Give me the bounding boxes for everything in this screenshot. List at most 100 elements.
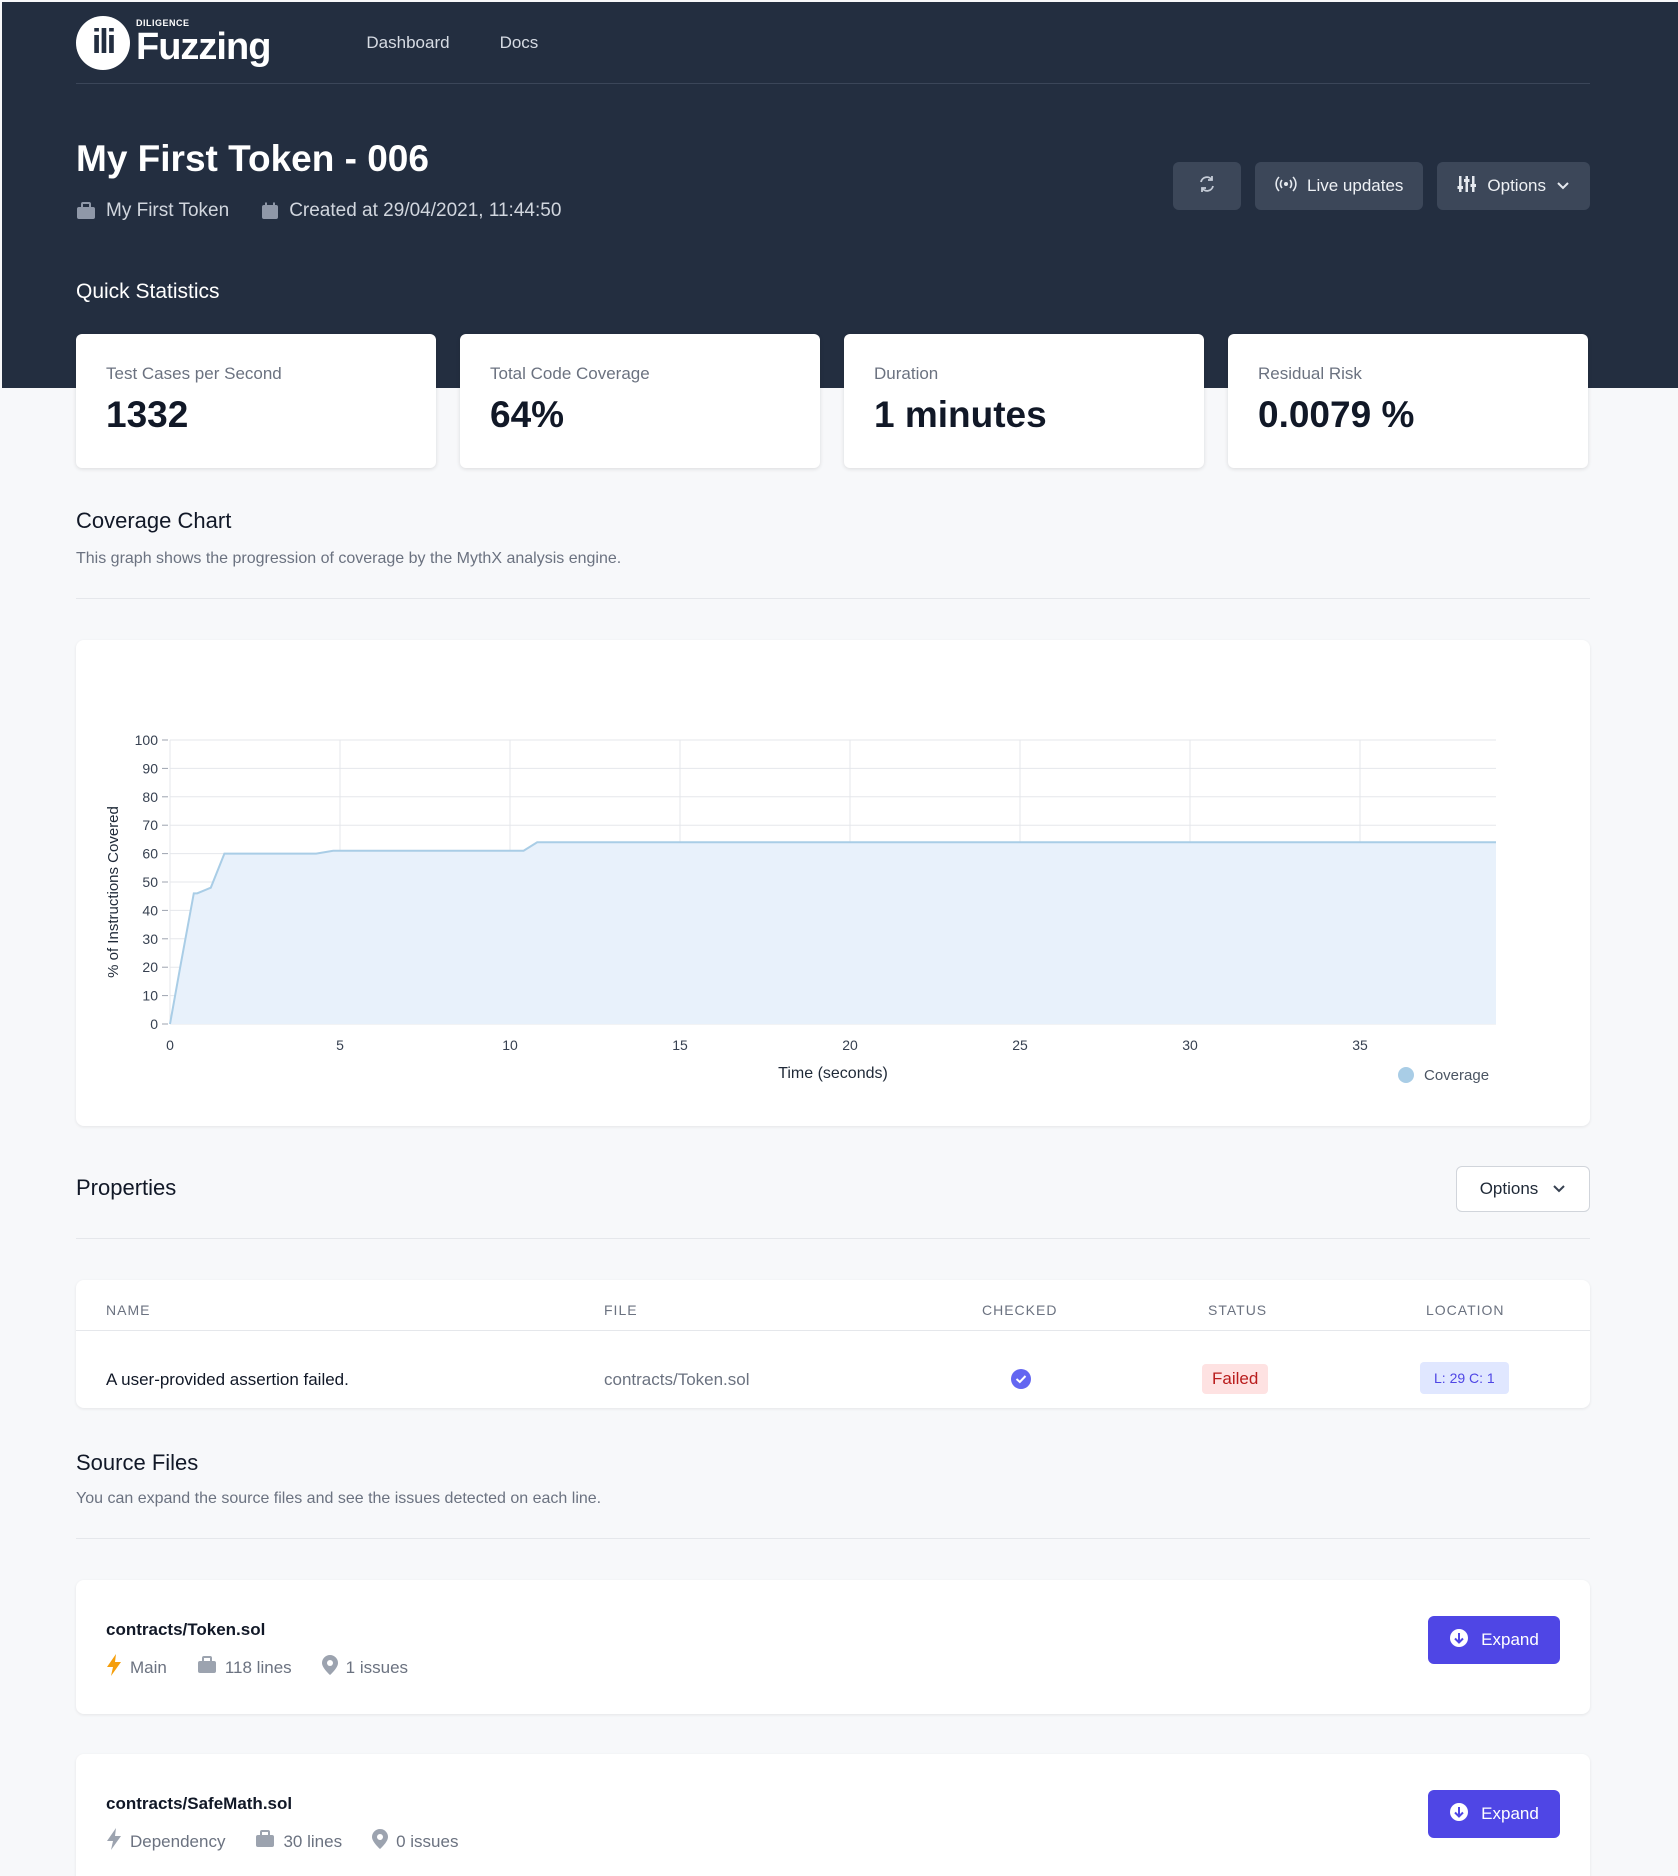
location-pin-icon [372,1829,389,1854]
nav-link-dashboard[interactable]: Dashboard [366,32,450,52]
y-tick-label: 30 [142,931,158,947]
source-file-card: contracts/Token.sol Main 118 lines 1 iss… [76,1580,1590,1714]
page-meta: My First Token Created at 29/04/2021, 11… [76,200,1590,222]
x-tick-label: 20 [842,1037,858,1053]
coverage-chart: 0 10 20 30 40 50 60 70 80 90 100 0 5 10 15 20 25 30 35 Cove… [105,732,1496,1084]
stat-value: 1 minutes [874,394,1047,435]
y-tick-label: 20 [142,959,158,975]
created-at: Created at 29/04/2021, 11:44:50 [289,200,562,221]
stat-label: Duration [874,364,939,383]
check-circle-icon [1010,1368,1032,1395]
page-title: My First Token - 006 [76,138,429,179]
x-tick-label: 30 [1182,1037,1198,1053]
live-updates-label: Live updates [1307,176,1404,195]
status-badge: Failed [1202,1364,1269,1394]
stats-row: Test Cases per Second 1332 Total Code Co… [76,334,1590,468]
y-tick-label: 10 [142,988,158,1004]
bolt-icon [106,1828,122,1855]
x-tick-label: 15 [672,1037,688,1053]
y-tick-label: 50 [142,874,158,890]
stat-card-residual-risk: Residual Risk 0.0079 % [1228,334,1588,468]
sliders-icon [1457,175,1477,198]
arrow-down-circle-icon [1449,1802,1469,1827]
x-tick-label: 5 [336,1037,344,1053]
x-tick-label: 0 [166,1037,174,1053]
logo-title: Fuzzing [136,26,271,68]
expand-button[interactable]: Expand [1428,1790,1560,1838]
coverage-chart-title: Coverage Chart [76,508,232,533]
y-tick-label: 0 [150,1016,158,1032]
x-axis-label: Time (seconds) [778,1065,888,1082]
property-name: A user-provided assertion failed. [106,1370,349,1389]
y-tick-label: 100 [135,732,159,748]
file-issues: 1 issues [345,1657,409,1677]
x-tick-label: 10 [502,1037,518,1053]
refresh-button[interactable] [1173,162,1241,210]
expand-label: Expand [1481,1804,1539,1823]
file-name: contracts/Token.sol [106,1620,266,1639]
stat-value: 1332 [106,394,189,435]
y-tick-label: 80 [142,789,158,805]
options-label: Options [1487,176,1546,195]
quick-statistics-title: Quick Statistics [76,280,220,303]
source-file-card: contracts/SafeMath.sol Dependency 30 lin… [76,1754,1590,1876]
coverage-area [170,842,1496,1024]
coverage-chart-card: 0 10 20 30 40 50 60 70 80 90 100 0 5 10 15 20 25 30 35 Cove… [76,640,1590,1126]
app-logo[interactable]: ili DILIGENCE Fuzzing [76,15,271,70]
column-header-name: Name [106,1302,151,1318]
arrow-down-circle-icon [1449,1628,1469,1653]
coverage-line [169,841,1496,1025]
briefcase-icon [76,202,96,220]
section-divider [76,1238,1590,1239]
stat-card-test-cases: Test Cases per Second 1332 [76,334,436,468]
file-lines: 30 lines [283,1831,343,1851]
live-updates-button[interactable]: Live updates [1255,162,1424,210]
source-files-title: Source Files [76,1450,199,1475]
stat-label: Test Cases per Second [106,364,282,383]
stat-label: Total Code Coverage [490,364,650,383]
briefcase-icon [197,1656,217,1679]
column-header-status: Status [1208,1302,1268,1318]
file-issues: 0 issues [396,1831,459,1851]
nav-link-docs[interactable]: Docs [499,32,539,52]
stat-card-coverage: Total Code Coverage 64% [460,334,820,468]
expand-button[interactable]: Expand [1428,1616,1560,1664]
legend-marker [1398,1067,1414,1083]
header-options-button[interactable]: Options [1437,162,1590,210]
header-actions: Live updates Options [1173,162,1590,210]
calendar-icon [261,202,279,220]
chevron-down-icon [1556,176,1570,196]
properties-table: Name File Checked Status Location A user… [76,1280,1590,1408]
file-name: contracts/SafeMath.sol [106,1794,293,1813]
briefcase-icon [255,1830,275,1853]
file-type: Main [130,1657,167,1677]
stat-label: Residual Risk [1258,364,1362,383]
location-pin-icon [321,1655,338,1680]
coverage-chart-description: This graph shows the progression of cove… [76,550,622,567]
column-header-checked: Checked [982,1302,1058,1318]
y-tick-label: 70 [142,817,158,833]
refresh-icon [1197,174,1217,199]
properties-options-button[interactable]: Options [1456,1166,1590,1212]
stat-value: 64% [490,394,565,435]
location-badge[interactable]: L: 29 C: 1 [1420,1362,1509,1394]
options-label: Options [1479,1179,1539,1198]
x-tick-label: 25 [1012,1037,1028,1053]
property-file: contracts/Token.sol [604,1370,750,1389]
legend-label: Coverage [1424,1067,1489,1084]
expand-label: Expand [1481,1630,1539,1649]
section-divider [76,598,1590,599]
stat-card-duration: Duration 1 minutes [844,334,1204,468]
section-divider [76,1538,1590,1539]
stat-value: 0.0079 % [1258,394,1415,435]
table-divider [76,1330,1590,1331]
logo-mark: ili [76,15,130,70]
file-type: Dependency [130,1831,226,1851]
column-header-file: File [604,1302,638,1318]
y-tick-label: 60 [142,846,158,862]
source-files-description: You can expand the source files and see … [76,1490,602,1507]
column-header-location: Location [1426,1302,1505,1318]
x-tick-label: 35 [1352,1037,1368,1053]
y-tick-label: 90 [142,760,158,776]
properties-title: Properties [76,1175,177,1200]
